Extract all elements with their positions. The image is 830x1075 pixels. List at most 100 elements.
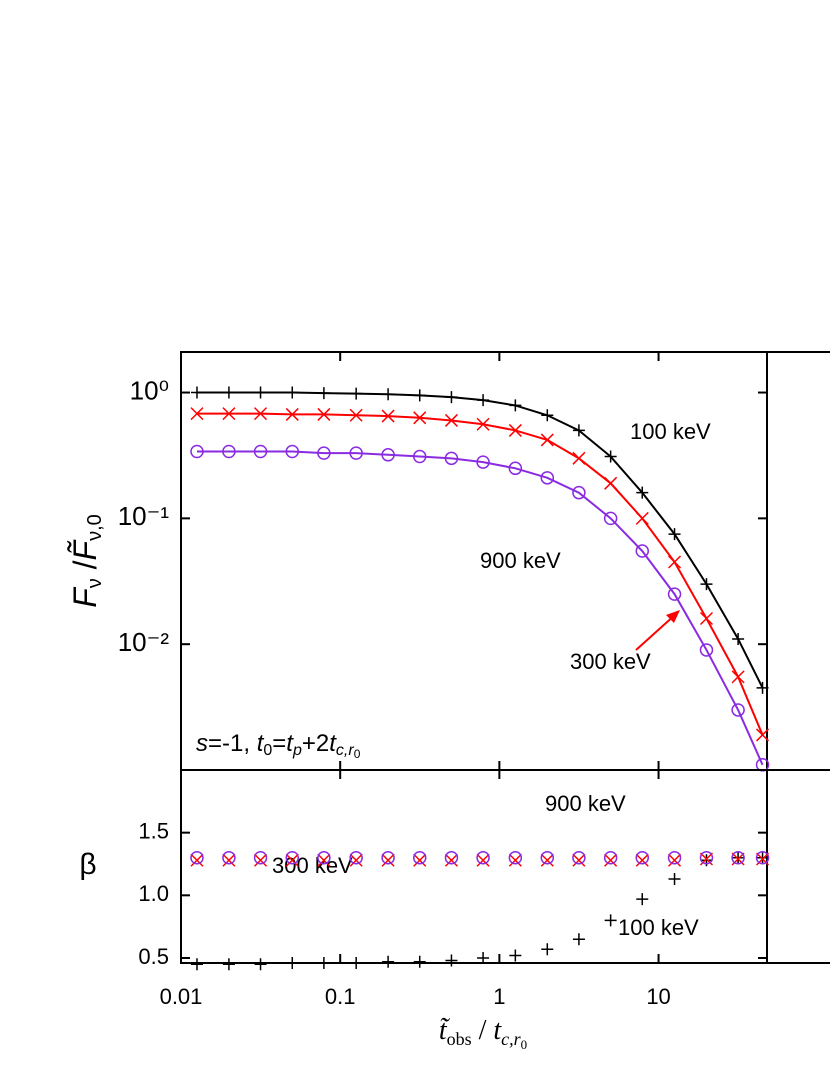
marker (508, 461, 523, 476)
marker (190, 444, 204, 459)
marker (604, 853, 618, 867)
y-label-part: F (67, 586, 103, 608)
marker (222, 386, 235, 399)
panel-label-part: 0 (354, 747, 361, 761)
marker (540, 850, 555, 865)
marker (412, 449, 427, 464)
marker (349, 853, 363, 867)
marker (285, 407, 299, 421)
x-label-part: 0 (521, 1037, 528, 1052)
x-tick-label: 1 (493, 984, 505, 1009)
marker (635, 850, 650, 865)
marker (444, 413, 458, 427)
y-axis-label: β (79, 848, 96, 881)
marker (572, 933, 585, 946)
marker (254, 958, 267, 971)
marker (509, 949, 522, 962)
marker (540, 471, 555, 485)
marker (413, 853, 427, 867)
marker (382, 955, 395, 968)
marker (412, 850, 427, 865)
marker (508, 853, 522, 867)
marker (756, 681, 769, 694)
panel-label-part: +2 (302, 730, 329, 757)
marker (508, 423, 522, 437)
marker (668, 555, 682, 569)
marker (699, 611, 714, 626)
marker (222, 958, 235, 971)
marker (756, 851, 769, 864)
x-label-part: t (493, 1015, 502, 1046)
marker (476, 417, 490, 431)
marker (254, 853, 268, 867)
series-annotation: 300 keV (570, 649, 651, 674)
marker (603, 850, 618, 865)
marker (756, 728, 770, 742)
y-tick-label: 0.5 (138, 944, 169, 969)
series-annotation: 300 keV (272, 853, 353, 878)
x-tick-label: 0.01 (160, 984, 203, 1009)
panel-label-part: p (292, 742, 302, 759)
marker (286, 957, 299, 969)
marker (476, 850, 490, 865)
marker (508, 850, 523, 865)
marker (667, 850, 682, 865)
marker (317, 853, 331, 867)
marker (755, 850, 770, 865)
marker (444, 853, 458, 867)
x-label-part: / (472, 1015, 494, 1046)
marker (635, 511, 649, 525)
marker (572, 850, 586, 865)
marker (381, 850, 395, 865)
y-tick-label: 1.0 (138, 881, 169, 906)
marker (317, 957, 330, 969)
marker (603, 511, 618, 526)
panel-label-part: t (329, 730, 337, 757)
x-label-part: obs (447, 1029, 472, 1049)
marker (190, 850, 204, 865)
marker (190, 386, 203, 399)
panel-label-part: t (286, 730, 294, 757)
marker (732, 632, 745, 645)
marker (317, 850, 331, 865)
marker (635, 853, 649, 867)
marker (604, 450, 617, 463)
y-label-part: / (67, 560, 103, 578)
marker (349, 408, 363, 422)
x-tick-label: 10 (646, 984, 670, 1009)
marker (731, 850, 745, 865)
marker (190, 958, 203, 971)
panel-label-part: =-1, (208, 730, 257, 757)
marker (509, 399, 522, 412)
y-tick-label: 10⁻¹ (118, 501, 170, 531)
marker (604, 476, 618, 490)
marker (445, 954, 458, 967)
x-label-part: c,r (501, 1029, 521, 1049)
marker (350, 387, 363, 400)
marker (190, 853, 204, 867)
marker (541, 409, 554, 422)
marker (668, 873, 681, 886)
marker (254, 407, 268, 421)
marker (572, 853, 586, 867)
marker (476, 455, 490, 469)
marker (476, 853, 490, 867)
x-tick-label: 0.1 (325, 984, 356, 1009)
marker (540, 853, 554, 867)
marker (382, 388, 395, 401)
series-annotation: 900 keV (545, 791, 626, 816)
marker (699, 643, 714, 657)
marker (699, 850, 714, 865)
marker (572, 424, 585, 437)
series-annotation: 100 keV (618, 915, 699, 940)
annotation-arrowhead (666, 610, 680, 623)
y-tick-label: 1.5 (138, 818, 169, 843)
series-line (196, 450, 764, 766)
panel-label-part: t (257, 730, 265, 757)
panel-label-part: s (196, 730, 208, 757)
marker (349, 446, 363, 460)
marker (413, 411, 427, 425)
x-axis-label: t̃obs / tc,r0 (439, 1015, 527, 1052)
marker (253, 444, 268, 459)
